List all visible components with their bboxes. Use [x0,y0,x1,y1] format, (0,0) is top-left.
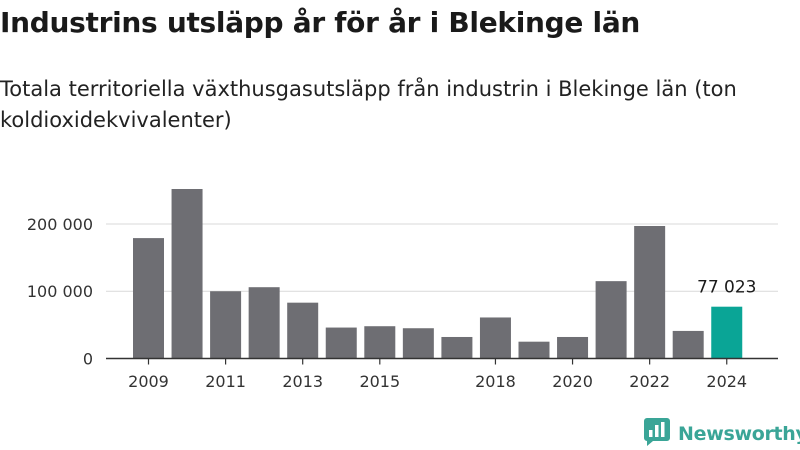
bar-2009 [133,238,164,359]
chart-title: Industrins utsläpp år för år i Blekinge … [0,6,641,39]
x-tick-label: 2011 [205,372,246,391]
bars [133,189,743,359]
bar-2017 [441,336,473,359]
bar-2013 [287,302,319,359]
x-tick-label: 2013 [282,372,323,391]
bar-2020 [557,336,589,359]
chart-subtitle: Totala territoriella växthusgasutsläpp f… [0,77,737,132]
brand-name: Newsworthy [678,423,800,445]
y-tick-label: 200 000 [27,215,93,234]
y-axis-tick-labels: 0 100 000 200 000 [27,215,93,369]
bar-2019 [518,341,550,359]
newsworthy-chat-chart-icon [644,418,670,450]
bar-2015 [364,326,396,359]
x-tick-label: 2015 [359,372,400,391]
x-tick-label: 2018 [475,372,516,391]
bar-2023 [672,330,704,359]
bar-2016 [402,328,434,359]
bar-2018 [479,317,511,359]
x-tick-label: 2022 [629,372,670,391]
newsworthy-logo: Newsworthy [644,418,800,450]
y-tick-label: 100 000 [27,282,93,301]
data-labels: 77 023 [697,278,756,298]
bar-2010 [171,189,203,359]
y-tick-label: 0 [83,350,93,369]
bar-2011 [210,291,242,359]
bar-2024 [711,306,743,359]
bar-2012 [248,287,280,359]
x-tick-label: 2024 [706,372,747,391]
gridlines [106,223,778,292]
data-label-2024: 77 023 [697,278,756,298]
bar-2021 [595,281,627,359]
bar-2014 [325,327,357,359]
x-tick-label: 2009 [128,372,169,391]
x-tick-label: 2020 [552,372,593,391]
bar-2022 [634,225,666,359]
x-axis-ticks: 2009 2011 2013 2015 2018 2020 2022 2024 [128,358,747,391]
